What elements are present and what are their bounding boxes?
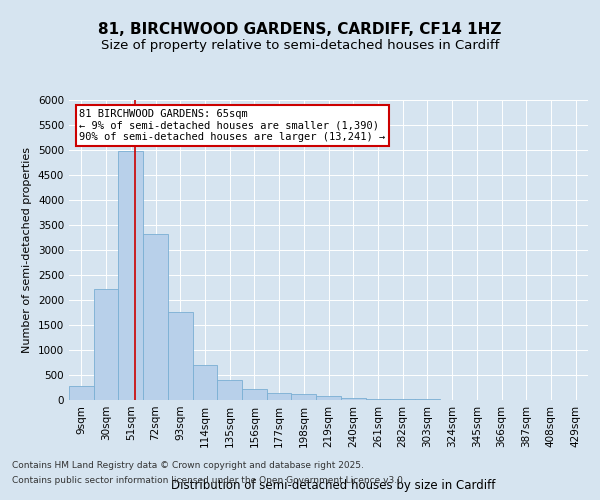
Text: Distribution of semi-detached houses by size in Cardiff: Distribution of semi-detached houses by … bbox=[171, 480, 495, 492]
Bar bbox=[168, 312, 193, 400]
Y-axis label: Number of semi-detached properties: Number of semi-detached properties bbox=[22, 147, 32, 353]
Bar bbox=[341, 398, 365, 400]
Text: 81 BIRCHWOOD GARDENS: 65sqm
← 9% of semi-detached houses are smaller (1,390)
90%: 81 BIRCHWOOD GARDENS: 65sqm ← 9% of semi… bbox=[79, 109, 386, 142]
Bar bbox=[267, 392, 292, 400]
Bar bbox=[118, 151, 143, 400]
Bar bbox=[365, 398, 390, 400]
Bar bbox=[143, 234, 168, 400]
Bar bbox=[242, 389, 267, 400]
Bar bbox=[316, 396, 341, 400]
Text: Size of property relative to semi-detached houses in Cardiff: Size of property relative to semi-detach… bbox=[101, 40, 499, 52]
Bar bbox=[69, 386, 94, 400]
Text: Contains public sector information licensed under the Open Government Licence v3: Contains public sector information licen… bbox=[12, 476, 406, 485]
Bar bbox=[292, 394, 316, 400]
Text: Contains HM Land Registry data © Crown copyright and database right 2025.: Contains HM Land Registry data © Crown c… bbox=[12, 461, 364, 470]
Bar bbox=[390, 399, 415, 400]
Bar bbox=[94, 288, 118, 400]
Text: 81, BIRCHWOOD GARDENS, CARDIFF, CF14 1HZ: 81, BIRCHWOOD GARDENS, CARDIFF, CF14 1HZ bbox=[98, 22, 502, 38]
Bar bbox=[193, 364, 217, 400]
Bar bbox=[217, 380, 242, 400]
